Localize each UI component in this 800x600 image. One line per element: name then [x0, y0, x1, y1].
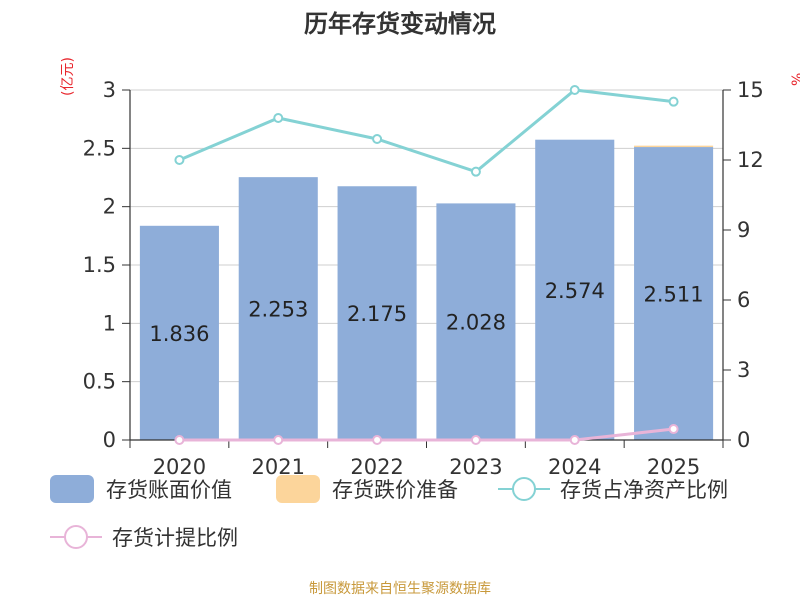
left-axis-tick-label: 2: [103, 195, 116, 219]
left-axis-tick-label: 0.5: [83, 370, 116, 394]
left-axis-tick-label: 1: [103, 311, 116, 335]
legend-label-book-value: 存货账面价值: [106, 478, 232, 502]
legend-label-impairment-reserve: 存货跌价准备: [332, 478, 458, 502]
point-net-asset-ratio: [668, 96, 679, 107]
legend-item-impairment-reserve[interactable]: 存货跌价准备: [276, 474, 458, 504]
bar-book-value: [139, 225, 219, 440]
chart-title: 历年存货变动情况: [304, 10, 496, 38]
right-axis-tick-label: 3: [737, 358, 750, 382]
point-net-asset-ratio: [273, 113, 284, 123]
left-axis-tick-label: 1.5: [83, 253, 116, 277]
left-axis-tick-label: 2.5: [83, 136, 116, 160]
x-axis-tick-label: 2020: [153, 455, 206, 479]
data-source-note: 制图数据来自恒生聚源数据库: [309, 581, 491, 597]
x-axis-tick-label: 2025: [647, 455, 700, 479]
bar-book-value: [436, 203, 516, 440]
legend-swatch-provision-ratio: [50, 525, 102, 549]
line-provision-ratio: [179, 427, 674, 442]
legend-swatch-book-value: [50, 475, 94, 503]
legend-label-provision-ratio: 存货计提比例: [112, 526, 238, 550]
legend-label-net-asset-ratio: 存货占净资产比例: [560, 478, 728, 502]
left-axis-tick-label: 0: [103, 428, 116, 452]
bar-impairment-reserve: [634, 145, 714, 148]
point-net-asset-ratio: [372, 134, 383, 144]
x-axis-tick-label: 2022: [350, 455, 403, 479]
line-net-asset-ratio: [178, 88, 674, 174]
bar-book-value: [535, 139, 615, 440]
legend-swatch-impairment-reserve: [276, 475, 320, 503]
right-axis-tick-label: 0: [737, 428, 750, 452]
right-axis-tick-label: 9: [737, 218, 750, 242]
legend-swatch-net-asset-ratio: [498, 477, 550, 501]
right-axis-tick-label: 12: [737, 148, 764, 172]
right-axis-tick-label: 6: [737, 288, 750, 312]
bar-value-label: 2.175: [347, 302, 407, 326]
point-net-asset-ratio: [569, 85, 580, 95]
point-provision-ratio: [174, 435, 185, 445]
x-axis-tick-label: 2023: [449, 455, 502, 479]
bar-value-label: 1.836: [149, 322, 209, 346]
point-provision-ratio: [668, 424, 679, 435]
right-axis-tick-label: 15: [737, 78, 764, 102]
left-axis-tick-label: 3: [103, 78, 116, 102]
bar-value-label: 2.253: [248, 298, 308, 322]
bar-value-label: 2.028: [446, 311, 506, 335]
legend-item-provision-ratio[interactable]: 存货计提比例: [50, 522, 238, 552]
point-net-asset-ratio: [470, 166, 481, 177]
bar-book-value: [337, 186, 417, 440]
legend-item-book-value[interactable]: 存货账面价值: [50, 474, 232, 504]
point-net-asset-ratio: [174, 155, 185, 165]
bar-book-value: [634, 147, 714, 441]
point-provision-ratio: [569, 435, 580, 445]
point-provision-ratio: [470, 435, 481, 445]
point-provision-ratio: [273, 435, 284, 445]
bar-value-label: 2.574: [545, 279, 605, 303]
bar-value-label: 2.511: [644, 283, 704, 307]
bar-book-value: [238, 177, 318, 440]
legend-item-net-asset-ratio[interactable]: 存货占净资产比例: [498, 474, 728, 504]
x-axis-tick-label: 2024: [548, 455, 601, 479]
point-provision-ratio: [372, 435, 383, 445]
